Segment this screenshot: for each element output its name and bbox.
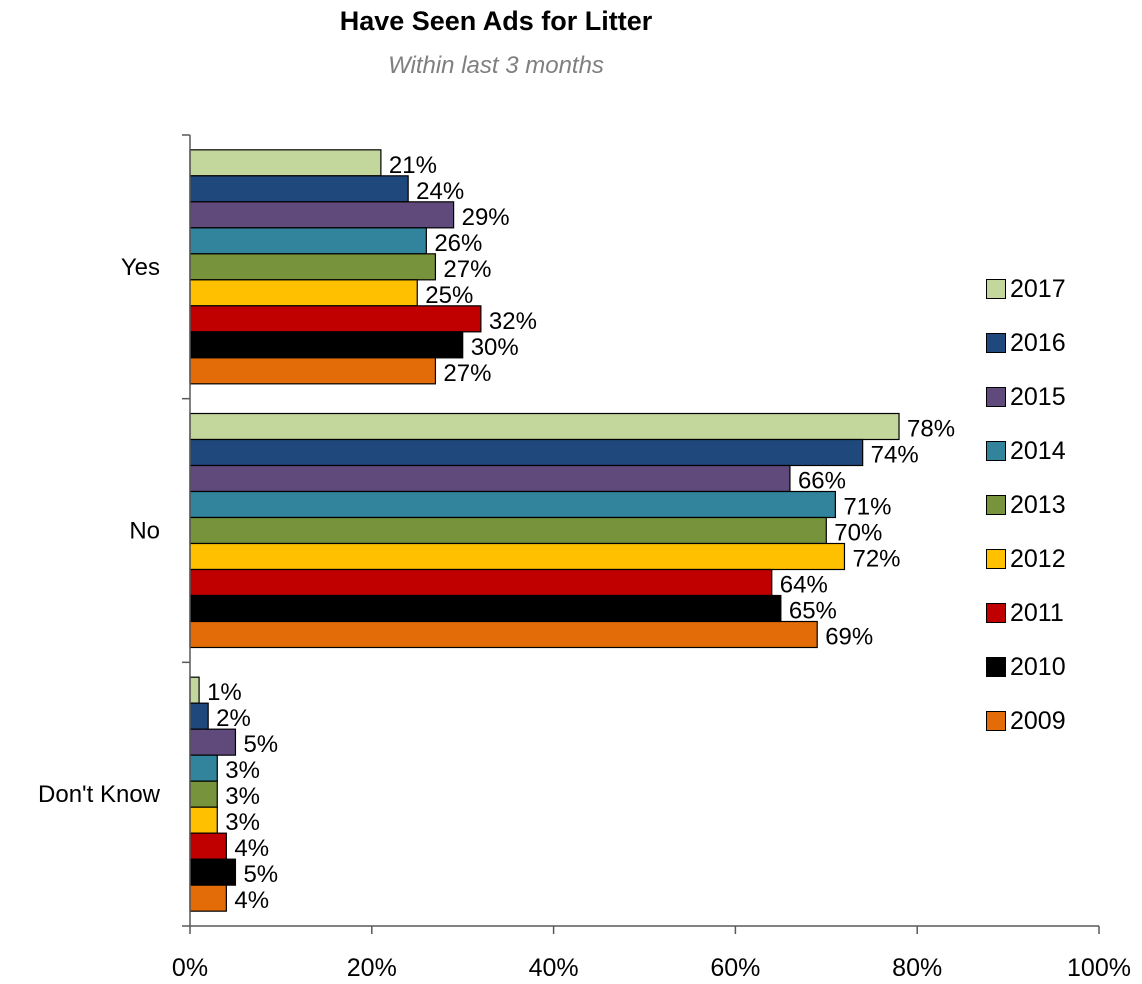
legend-swatch <box>986 441 1006 461</box>
bar-yes-2015 <box>189 201 455 229</box>
bar-don-t-know-2012 <box>189 806 218 834</box>
legend-swatch <box>986 711 1006 731</box>
legend-swatch <box>986 387 1006 407</box>
bar-no-2017 <box>189 412 900 441</box>
data-label: 74% <box>871 442 919 469</box>
legend-label: 2010 <box>1010 652 1066 681</box>
bar-don-t-know-2015 <box>189 728 237 756</box>
bar-don-t-know-2014 <box>189 754 218 782</box>
bar-yes-2010 <box>189 331 464 359</box>
bar-no-2010 <box>189 594 782 623</box>
data-label: 64% <box>780 572 828 599</box>
bar-no-2016 <box>189 438 864 467</box>
legend-label: 2017 <box>1010 274 1066 303</box>
data-label: 3% <box>225 783 260 810</box>
data-label: 78% <box>907 416 955 443</box>
data-label: 66% <box>798 468 846 495</box>
data-label: 30% <box>471 334 519 361</box>
legend-swatch <box>986 603 1006 623</box>
category-label: Yes <box>121 254 160 281</box>
legend-swatch <box>986 333 1006 353</box>
data-label: 29% <box>462 204 510 231</box>
legend-item-2015: 2015 <box>986 370 1066 424</box>
legend-label: 2012 <box>1010 544 1066 573</box>
legend-item-2017: 2017 <box>986 262 1066 316</box>
bar-no-2009 <box>189 620 818 649</box>
data-label: 25% <box>425 282 473 309</box>
legend-item-2011: 2011 <box>986 586 1066 640</box>
x-tick-label: 100% <box>1067 954 1131 982</box>
x-tick-label: 40% <box>529 954 579 982</box>
chart-legend: 2017 2016 2015 2014 2013 2012 2011 2010 2009 <box>986 262 1066 748</box>
legend-label: 2016 <box>1010 328 1066 357</box>
bar-don-t-know-2013 <box>189 780 218 808</box>
legend-label: 2013 <box>1010 490 1066 519</box>
legend-item-2012: 2012 <box>986 532 1066 586</box>
data-label: 70% <box>834 520 882 547</box>
data-label: 27% <box>443 256 491 283</box>
bar-don-t-know-2010 <box>189 858 237 886</box>
legend-item-2014: 2014 <box>986 424 1066 478</box>
data-label: 32% <box>489 308 537 335</box>
data-label: 69% <box>825 624 873 651</box>
data-label: 2% <box>216 705 251 732</box>
bar-yes-2017 <box>189 149 382 177</box>
data-label: 3% <box>225 809 260 836</box>
bar-no-2011 <box>189 568 773 597</box>
legend-item-2009: 2009 <box>986 694 1066 748</box>
bar-don-t-know-2011 <box>189 832 227 860</box>
category-label: Don't Know <box>38 781 161 808</box>
data-label: 1% <box>207 679 242 706</box>
legend-item-2013: 2013 <box>986 478 1066 532</box>
data-label: 71% <box>843 494 891 521</box>
legend-swatch <box>986 279 1006 299</box>
x-tick-label: 60% <box>710 954 760 982</box>
data-label: 26% <box>434 230 482 257</box>
x-tick-label: 0% <box>172 954 208 982</box>
data-label: 5% <box>243 731 278 758</box>
x-tick-label: 80% <box>892 954 942 982</box>
data-label: 5% <box>243 861 278 888</box>
legend-label: 2015 <box>1010 382 1066 411</box>
data-label: 21% <box>389 152 437 179</box>
legend-label: 2011 <box>1010 598 1064 627</box>
x-tick-label: 20% <box>347 954 397 982</box>
data-label: 3% <box>225 757 260 784</box>
chart-subtitle: Within last 3 months <box>388 52 604 79</box>
legend-swatch <box>986 657 1006 677</box>
data-label: 4% <box>234 887 269 914</box>
bar-yes-2016 <box>189 175 409 203</box>
bar-no-2015 <box>189 464 791 493</box>
category-label: No <box>129 518 160 545</box>
bar-yes-2013 <box>189 253 437 281</box>
legend-label: 2009 <box>1010 706 1066 735</box>
bar-don-t-know-2017 <box>189 676 200 704</box>
legend-item-2010: 2010 <box>986 640 1066 694</box>
legend-label: 2014 <box>1010 436 1066 465</box>
legend-item-2016: 2016 <box>986 316 1066 370</box>
bar-yes-2014 <box>189 227 427 255</box>
legend-swatch <box>986 549 1006 569</box>
bar-yes-2012 <box>189 279 418 307</box>
bar-no-2013 <box>189 516 827 545</box>
data-label: 27% <box>443 360 491 387</box>
bar-no-2014 <box>189 490 836 519</box>
data-label: 4% <box>234 835 269 862</box>
bar-don-t-know-2009 <box>189 884 227 912</box>
data-label: 65% <box>789 598 837 625</box>
data-label: 72% <box>852 546 900 573</box>
bar-yes-2009 <box>189 357 437 385</box>
data-label: 24% <box>416 178 464 205</box>
bar-don-t-know-2016 <box>189 702 209 730</box>
bar-no-2012 <box>189 542 846 571</box>
bar-yes-2011 <box>189 305 482 333</box>
legend-swatch <box>986 495 1006 515</box>
chart-title: Have Seen Ads for Litter <box>339 6 653 36</box>
